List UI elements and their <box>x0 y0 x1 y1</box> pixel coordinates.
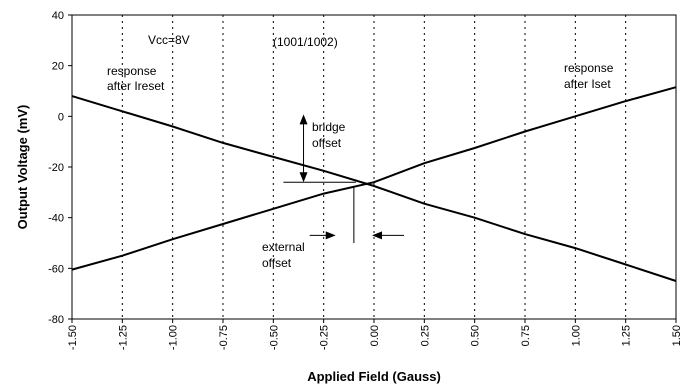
grid-lines <box>121 15 627 319</box>
x-tick-label: 0.75 <box>520 325 532 346</box>
x-tick-label: -1.00 <box>168 325 180 350</box>
x-tick-label: -0.50 <box>268 325 280 350</box>
external-offset-label-line1: external <box>262 240 305 254</box>
bridge-offset-label-line2: offset <box>312 136 342 150</box>
iset-label-line1: response <box>564 61 614 75</box>
ireset-label-line2: after Ireset <box>107 79 165 93</box>
x-tick-label: 1.00 <box>570 325 582 346</box>
x-tick-label: -0.25 <box>319 325 331 350</box>
y-tick-label: 20 <box>52 61 64 73</box>
x-tick-label: 0.00 <box>369 325 381 346</box>
x-tick-label: -0.75 <box>218 325 230 350</box>
bridge-offset-arrowhead-up <box>299 114 308 125</box>
x-tick-label: 1.25 <box>621 325 633 346</box>
external-offset-arrowhead-right <box>325 231 336 240</box>
y-tick-label: -80 <box>48 314 64 326</box>
offset-markers <box>283 114 405 243</box>
x-tick-label: 1.50 <box>671 325 683 346</box>
bridge-offset-label-line1: bridge <box>312 120 346 134</box>
vcc-label: Vcc=8V <box>148 33 190 47</box>
ireset-label-line1: response <box>107 64 157 78</box>
series-layer <box>71 86 677 282</box>
y-tick-label: 40 <box>52 10 64 22</box>
y-tick-label: -40 <box>48 213 64 225</box>
x-tick-label: -1.50 <box>67 325 79 350</box>
series-line-iset <box>71 86 677 271</box>
x-axis-title: Applied Field (Gauss) <box>307 369 441 384</box>
y-tick-label: -20 <box>48 162 64 174</box>
y-tick-label: 0 <box>58 111 64 123</box>
external-offset-label-line2: offset <box>262 256 292 270</box>
x-tick-label: -1.25 <box>117 325 129 350</box>
tick-labels: -80 -60 -40 -20 0 20 40 -1.50 -1.25 -1.00 -0.75 -0.… <box>48 10 683 350</box>
part-label: (1001/1002) <box>273 35 338 49</box>
y-tick-label: -60 <box>48 263 64 275</box>
external-offset-arrowhead-left <box>372 231 383 240</box>
series-line-ireset <box>71 95 677 282</box>
x-tick-label: 0.25 <box>419 325 431 346</box>
iset-label-line2: after Iset <box>564 77 611 91</box>
y-axis-title: Output Voltage (mV) <box>15 105 30 230</box>
bridge-offset-arrowhead-down <box>299 172 308 183</box>
x-tick-label: 0.50 <box>470 325 482 346</box>
